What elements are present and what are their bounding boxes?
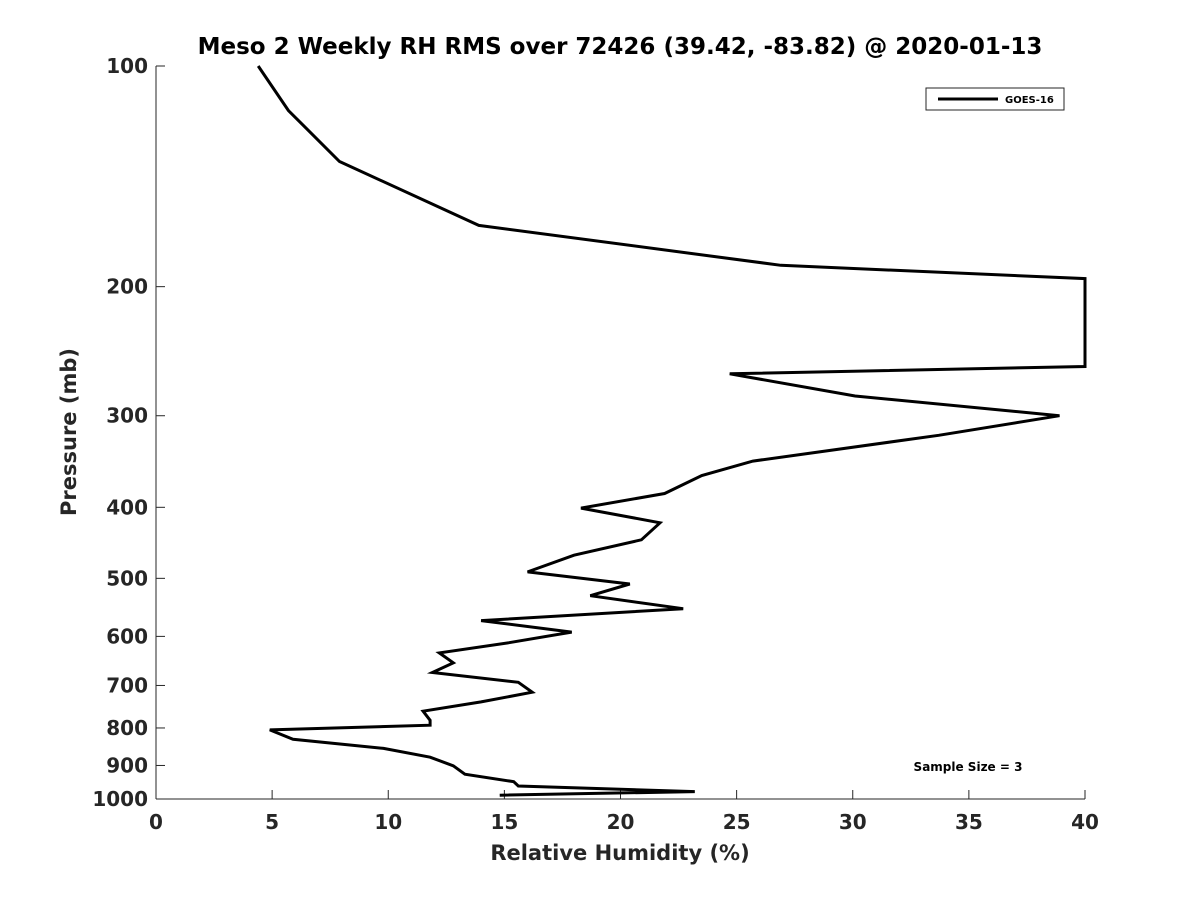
y-tick-label: 400	[106, 495, 148, 519]
y-axis-label: Pressure (mb)	[57, 348, 81, 516]
y-tick-label: 600	[106, 624, 148, 648]
y-tick-label: 100	[106, 54, 148, 78]
y-tick-label: 900	[106, 753, 148, 777]
x-tick-label: 0	[149, 810, 163, 834]
y-tick-label: 1000	[92, 787, 148, 811]
x-axis-ticks: 0 5 10 15 20 25 30 35 40	[149, 790, 1099, 834]
x-tick-label: 25	[723, 810, 751, 834]
series-line-goes-16	[256, 65, 1087, 797]
sample-size-annotation: Sample Size = 3	[914, 760, 1023, 774]
y-tick-label: 300	[106, 404, 148, 428]
axes	[155, 66, 1085, 800]
legend: GOES-16	[925, 87, 1065, 111]
x-tick-label: 40	[1071, 810, 1099, 834]
x-tick-label: 5	[265, 810, 279, 834]
y-tick-label: 500	[106, 566, 148, 590]
y-axis-ticks: 100 200 300 400 500 600 700 800 900 1000	[92, 54, 165, 811]
series-layer	[256, 65, 1087, 797]
chart-title: Meso 2 Weekly RH RMS over 72426 (39.42, …	[198, 34, 1043, 60]
y-tick-label: 700	[106, 673, 148, 697]
x-tick-label: 35	[955, 810, 983, 834]
legend-label-goes-16: GOES-16	[1005, 95, 1054, 106]
y-tick-label: 200	[106, 275, 148, 299]
y-tick-label: 800	[106, 716, 148, 740]
x-axis-label: Relative Humidity (%)	[490, 841, 749, 865]
x-tick-label: 30	[839, 810, 867, 834]
x-tick-label: 15	[490, 810, 518, 834]
x-tick-label: 10	[374, 810, 402, 834]
x-tick-label: 20	[607, 810, 635, 834]
